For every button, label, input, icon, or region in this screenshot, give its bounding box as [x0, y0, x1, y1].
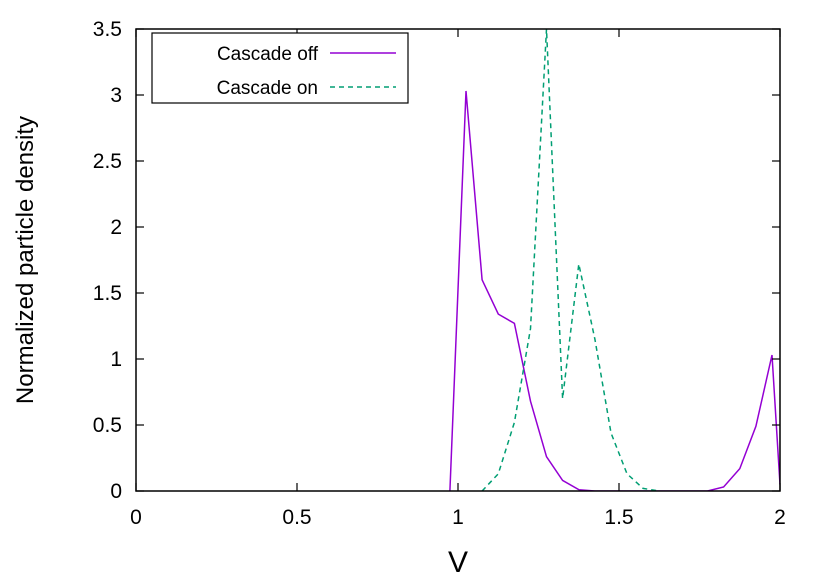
ticks-layer: 0 0.5 1 1.5 2 0 0.5 1 1.5 2 2.5 3 3.5: [93, 18, 786, 529]
x-tick-label: 1.5: [604, 506, 633, 529]
x-axis-title: V: [448, 546, 468, 579]
x-tick-label: 0.5: [282, 506, 311, 529]
y-tick-label: 2.5: [93, 150, 122, 173]
y-tick-label: 1: [110, 348, 122, 371]
y-tick-label: 2: [110, 216, 122, 239]
x-tick-label: 0: [130, 506, 142, 529]
y-tick-label: 0.5: [93, 414, 122, 437]
series-layer: [449, 29, 780, 491]
legend: Cascade off Cascade on: [151, 32, 409, 104]
legend-entry-label: Cascade on: [217, 78, 318, 99]
legend-box: [151, 32, 409, 104]
y-tick-label: 3: [110, 84, 122, 107]
x-tick-label: 2: [774, 506, 786, 529]
series-line-cascade-on: [481, 29, 660, 491]
series-line-cascade-off: [449, 90, 780, 491]
y-axis-title: Normalized particle density: [12, 116, 39, 404]
y-tick-label: 0: [110, 480, 122, 503]
legend-entry-label: Cascade off: [217, 44, 319, 65]
y-tick-label: 3.5: [93, 18, 122, 41]
x-tick-label: 1: [452, 506, 464, 529]
y-tick-label: 1.5: [93, 282, 122, 305]
